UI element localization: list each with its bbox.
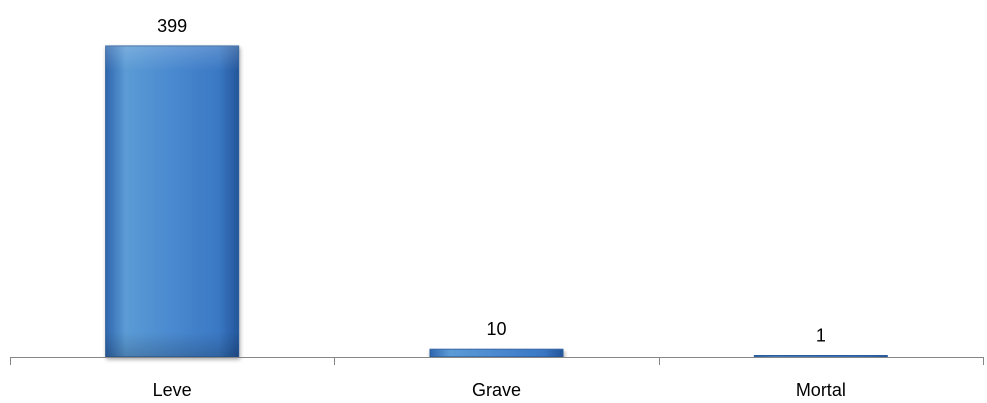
data-label-mortal: 1 bbox=[816, 326, 826, 346]
tick-label-mortal: Mortal bbox=[796, 380, 846, 400]
bar-mortal bbox=[753, 355, 888, 358]
bars-layer bbox=[105, 45, 888, 358]
data-label-leve: 399 bbox=[157, 16, 187, 36]
bar-rect-mortal bbox=[753, 355, 888, 358]
tick-label-leve: Leve bbox=[153, 380, 192, 400]
bar-leve bbox=[105, 45, 240, 358]
x-tick-labels: Leve Grave Mortal bbox=[153, 380, 846, 400]
bar-sheen-leve bbox=[105, 46, 239, 357]
bar-sheen-grave bbox=[430, 349, 563, 357]
bar-grave bbox=[429, 348, 564, 358]
data-label-grave: 10 bbox=[486, 319, 506, 339]
data-labels-layer: 399 10 1 bbox=[157, 16, 826, 346]
tick-label-grave: Grave bbox=[472, 380, 521, 400]
x-axis bbox=[10, 357, 984, 365]
